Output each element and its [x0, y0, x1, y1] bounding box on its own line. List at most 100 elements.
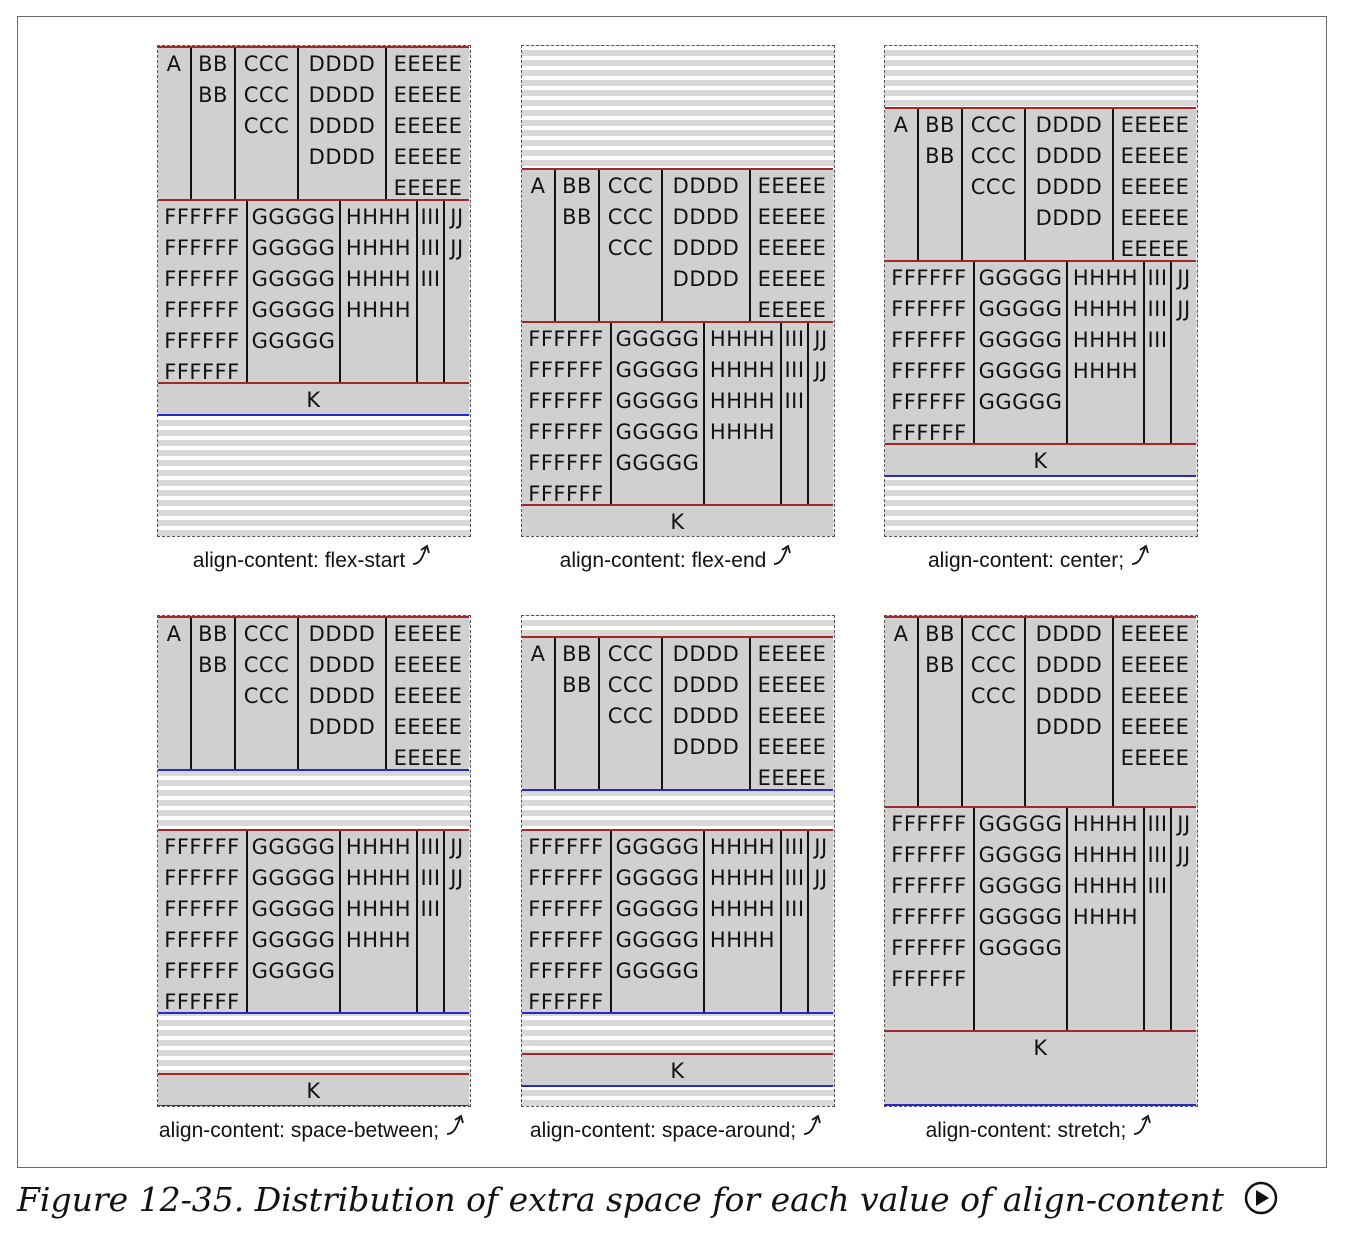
flex-item-text: DDDD	[672, 673, 740, 697]
flex-item-text: GGGGG	[251, 236, 336, 260]
flex-item-text: JJ	[1177, 266, 1191, 290]
flex-item-d: DDDD DDDD DDDD DDDD	[661, 170, 749, 321]
flex-item-c: CCC CCC CCC	[961, 109, 1024, 260]
flex-item-text: A	[530, 174, 546, 198]
flex-item-text: DDDD	[1035, 144, 1103, 168]
flex-item-text: GGGGG	[615, 866, 700, 890]
flex-item-text: FFFFFF	[164, 835, 240, 859]
flex-item-text: CCC	[243, 83, 290, 107]
flex-item-text: CCC	[243, 684, 290, 708]
panel-caption: align-content: stretch;	[884, 1113, 1198, 1143]
flex-item-text: BB	[925, 113, 955, 137]
flex-item-a: A	[158, 48, 190, 199]
panel-2: A BB BB CCC CCC CCC DDDD DDDD DDDD DDDD EEEEE EEEEE…	[521, 45, 835, 575]
link-arrow-icon[interactable]	[445, 1113, 469, 1143]
flex-item-text: EEEEE	[757, 298, 827, 321]
link-arrow-icon[interactable]	[411, 543, 435, 573]
flex-item-text: III	[420, 897, 441, 921]
flex-item-j: JJ JJ	[443, 831, 469, 1012]
flex-item-text: FFFFFF	[164, 928, 240, 952]
flex-line-1: A BB BB CCC CCC CCC DDDD DDDD DDDD DDDD EEEEE EEEEE…	[158, 616, 469, 771]
panel-4: A BB BB CCC CCC CCC DDDD DDDD DDDD DDDD EEEEE EEEEE…	[157, 615, 471, 1145]
flex-item-j: JJ JJ	[443, 201, 469, 382]
flex-item-text: GGGGG	[615, 928, 700, 952]
flex-item-text: FFFFFF	[528, 327, 604, 351]
flex-item-text: JJ	[814, 358, 828, 382]
flex-item-text: EEEEE	[1120, 746, 1190, 770]
flex-item-text: K	[670, 1059, 685, 1083]
flex-item-text: GGGGG	[615, 327, 700, 351]
flex-item-text: CCC	[243, 622, 290, 646]
flex-item-d: DDDD DDDD DDDD DDDD	[1024, 618, 1112, 806]
flex-item-c: CCC CCC CCC	[598, 638, 661, 789]
flex-item-text: EEEEE	[1120, 622, 1190, 646]
flex-line-1: A BB BB CCC CCC CCC DDDD DDDD DDDD DDDD EEEEE EEEEE…	[522, 636, 833, 791]
flex-item-text: FFFFFF	[891, 843, 967, 867]
flex-item-c: CCC CCC CCC	[961, 618, 1024, 806]
panel-6: A BB BB CCC CCC CCC DDDD DDDD DDDD DDDD EEEEE EEEEE…	[884, 615, 1198, 1145]
flex-item-g: GGGGG GGGGG GGGGG GGGGG GGGGG	[973, 808, 1066, 1030]
flex-item-text: FFFFFF	[164, 990, 240, 1012]
flex-item-text: JJ	[450, 835, 464, 859]
flex-line-3: K	[885, 443, 1196, 477]
flex-item-text: GGGGG	[978, 843, 1063, 867]
flex-item-d: DDDD DDDD DDDD DDDD	[661, 638, 749, 789]
flex-item-text: FFFFFF	[891, 390, 967, 414]
flex-line-3: K	[522, 504, 833, 536]
flex-item-text: BB	[925, 653, 955, 677]
flex-item-text: FFFFFF	[528, 897, 604, 921]
flex-item-text: III	[784, 866, 805, 890]
flex-item-text: FFFFFF	[528, 358, 604, 382]
flex-item-text: EEEEE	[757, 735, 827, 759]
link-arrow-icon[interactable]	[802, 1113, 826, 1143]
flex-item-text: EEEEE	[1120, 206, 1190, 230]
flex-item-text: CCC	[970, 144, 1017, 168]
flex-item-text: III	[420, 267, 441, 291]
flex-container: A BB BB CCC CCC CCC DDDD DDDD DDDD DDDD EEEEE EEEEE…	[157, 615, 471, 1107]
flex-item-i: III III III	[1143, 262, 1170, 443]
play-icon[interactable]	[1244, 1181, 1278, 1223]
flex-item-text: GGGGG	[615, 358, 700, 382]
link-arrow-icon[interactable]	[1130, 543, 1154, 573]
flex-item-f: FFFFFF FFFFFF FFFFFF FFFFFF FFFFFF FFFFFF	[158, 831, 246, 1012]
flex-item-text: BB	[198, 52, 228, 76]
flex-item-text: JJ	[450, 236, 464, 260]
flex-item-text: III	[1147, 266, 1168, 290]
flex-line-2: FFFFFF FFFFFF FFFFFF FFFFFF FFFFFF FFFFFF GGGG…	[522, 829, 833, 1014]
flex-item-text: III	[1147, 843, 1168, 867]
flex-item-text: III	[1147, 874, 1168, 898]
flex-item-text: FFFFFF	[164, 360, 240, 382]
flex-item-c: CCC CCC CCC	[598, 170, 661, 321]
flex-item-text: FFFFFF	[528, 835, 604, 859]
flex-item-i: III III III	[1143, 808, 1170, 1030]
flex-item-text: CCC	[970, 175, 1017, 199]
flex-item-g: GGGGG GGGGG GGGGG GGGGG GGGGG	[610, 323, 703, 504]
flex-item-text: FFFFFF	[891, 359, 967, 383]
flex-item-text: EEEEE	[1120, 175, 1190, 199]
link-arrow-icon[interactable]	[1132, 1113, 1156, 1143]
flex-item-b: BB BB	[917, 109, 961, 260]
link-arrow-icon[interactable]	[772, 543, 796, 573]
flex-item-text: III	[784, 358, 805, 382]
panel-5: A BB BB CCC CCC CCC DDDD DDDD DDDD DDDD EEEEE EEEEE…	[521, 615, 835, 1145]
flex-line-3: K	[158, 382, 469, 416]
flex-item-k: K	[158, 384, 469, 414]
flex-item-text: JJ	[450, 205, 464, 229]
flex-item-text: CCC	[607, 704, 654, 728]
flex-item-text: FFFFFF	[891, 266, 967, 290]
flex-item-text: HHHH	[1072, 843, 1139, 867]
flex-item-text: A	[530, 642, 546, 666]
flex-item-c: CCC CCC CCC	[234, 618, 297, 769]
flex-item-text: CCC	[607, 236, 654, 260]
flex-item-k: K	[885, 1032, 1196, 1104]
flex-line-1: A BB BB CCC CCC CCC DDDD DDDD DDDD DDDD EEEEE EEEEE…	[522, 168, 833, 323]
flex-item-text: DDDD	[1035, 622, 1103, 646]
flex-item-text: FFFFFF	[528, 866, 604, 890]
flex-item-text: FFFFFF	[528, 959, 604, 983]
flex-item-text: FFFFFF	[528, 482, 604, 504]
flex-item-text: EEEEE	[757, 704, 827, 728]
flex-item-g: GGGGG GGGGG GGGGG GGGGG GGGGG	[246, 831, 339, 1012]
flex-item-text: BB	[562, 174, 592, 198]
flex-item-text: GGGGG	[251, 928, 336, 952]
flex-item-f: FFFFFF FFFFFF FFFFFF FFFFFF FFFFFF FFFFFF	[885, 262, 973, 443]
